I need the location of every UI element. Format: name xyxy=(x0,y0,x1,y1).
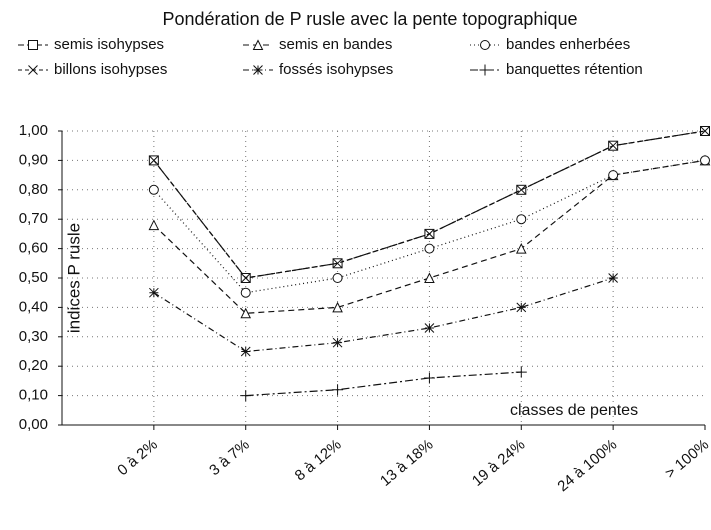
data-point xyxy=(700,126,710,136)
y-tick-label: 1,00 xyxy=(19,122,48,139)
legend-marker xyxy=(479,64,491,76)
y-tick-label: 0,90 xyxy=(19,151,48,168)
data-point xyxy=(700,155,710,166)
series-line xyxy=(153,130,706,279)
legend-marker xyxy=(480,40,490,50)
legend-marker xyxy=(253,65,263,75)
y-tick-label: 0,70 xyxy=(19,210,48,227)
annotation: classes de pentes xyxy=(510,402,638,419)
y-axis-label: indices P rusle xyxy=(64,223,83,333)
series-line xyxy=(153,277,614,353)
data-point xyxy=(332,337,343,348)
y-tick-label: 0,80 xyxy=(19,181,48,198)
data-point xyxy=(240,346,251,357)
data-point xyxy=(240,307,252,319)
data-point xyxy=(332,273,343,283)
x-tick-label: > 100% xyxy=(662,436,711,482)
chart-title: Pondération de P rusle avec la pente top… xyxy=(163,9,578,29)
data-point xyxy=(515,366,527,378)
data-point xyxy=(516,214,527,225)
data-point xyxy=(424,272,435,283)
data-point xyxy=(240,273,251,283)
y-tick-label: 0,00 xyxy=(19,416,48,433)
legend-label: fossés isohypses xyxy=(279,61,393,78)
x-tick-label: 19 à 24% xyxy=(469,436,528,490)
data-point xyxy=(515,242,527,254)
legend-marker xyxy=(28,40,38,50)
legend-marker xyxy=(28,65,38,75)
data-point xyxy=(240,390,252,402)
y-tick-label: 0,20 xyxy=(19,357,48,374)
legend-label: banquettes rétention xyxy=(506,61,643,78)
x-tick-label: 3 à 7% xyxy=(206,436,253,479)
legend-label: semis en bandes xyxy=(279,36,392,53)
legend-label: semis isohypses xyxy=(54,36,164,53)
data-point xyxy=(424,243,435,254)
x-tick-label: 8 à 12% xyxy=(292,436,345,484)
x-tick-label: 24 à 100% xyxy=(554,436,620,495)
data-point xyxy=(516,302,527,313)
data-point xyxy=(148,219,160,231)
data-point xyxy=(332,258,343,269)
data-point xyxy=(424,229,435,239)
x-tick-label: 0 à 2% xyxy=(114,436,161,479)
x-tick-label: 13 à 18% xyxy=(377,436,436,490)
y-tick-label: 0,30 xyxy=(19,328,48,345)
data-point xyxy=(240,287,251,298)
data-point xyxy=(332,384,344,396)
legend-label: billons isohypses xyxy=(54,61,167,78)
legend-label: bandes enherbées xyxy=(506,36,630,53)
data-point xyxy=(608,273,618,283)
y-tick-label: 0,50 xyxy=(19,269,48,286)
series-line xyxy=(245,371,522,397)
legend-marker xyxy=(252,39,264,50)
data-point xyxy=(149,155,159,166)
data-point xyxy=(424,323,435,333)
data-point xyxy=(608,140,618,151)
data-point xyxy=(608,170,619,181)
y-tick-label: 0,40 xyxy=(19,298,48,315)
data-point xyxy=(148,184,159,195)
data-point xyxy=(423,372,435,384)
data-point xyxy=(149,287,159,298)
series-line xyxy=(153,130,706,279)
y-tick-label: 0,60 xyxy=(19,240,48,257)
y-tick-label: 0,10 xyxy=(19,387,48,404)
data-point xyxy=(332,301,343,313)
data-point xyxy=(516,184,527,195)
